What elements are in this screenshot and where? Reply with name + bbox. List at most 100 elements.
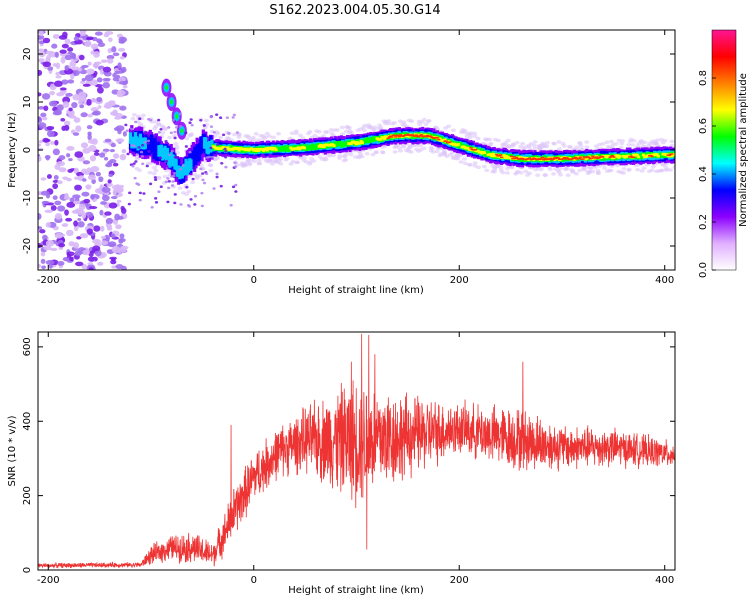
ridge-cell [396, 134, 400, 137]
halo-blob [364, 151, 370, 156]
scatter-blob [173, 201, 177, 205]
halo-blob [229, 156, 235, 161]
noise-blob [45, 155, 50, 161]
halo-blob [311, 159, 317, 163]
halo-blob [346, 126, 352, 130]
noise-blob [67, 168, 74, 173]
noise-blob [122, 131, 127, 137]
scatter-blob [134, 160, 138, 163]
spectrogram-x-tick-label: 400 [655, 275, 674, 286]
noise-blob [71, 101, 78, 109]
halo-blob [203, 118, 209, 123]
noise-blob [58, 167, 67, 173]
scatter-blob [209, 125, 214, 128]
spectrogram-x-axis: -200 0 200 400 [37, 30, 674, 286]
scatter-blob [225, 116, 229, 119]
noise-blob [74, 184, 82, 191]
snr-y-tick-label: 600 [22, 337, 33, 356]
ridge-cell [611, 155, 615, 157]
noise-blob [114, 213, 121, 221]
ridge-cell [413, 135, 417, 137]
noise-blob [77, 217, 82, 222]
ridge-cell [655, 153, 659, 156]
noise-blob [103, 104, 111, 109]
ridge-cell [165, 147, 170, 160]
halo-blob [544, 140, 550, 145]
halo-blob [462, 157, 468, 161]
noise-blob [116, 89, 126, 96]
noise-blob [102, 82, 111, 89]
noise-blob [43, 105, 49, 112]
spectrogram-y-tick-label: -20 [22, 238, 33, 254]
halo-blob [557, 173, 563, 177]
halo-blob [590, 169, 596, 174]
halo-blob [218, 135, 224, 140]
ridge-band [386, 133, 674, 161]
ridge-cell [174, 158, 178, 171]
halo-blob [567, 144, 573, 149]
scatter-blob [157, 118, 161, 122]
halo-blob [476, 165, 482, 170]
noise-blob [86, 98, 92, 106]
spectrogram-data [38, 30, 675, 270]
noise-blob [42, 61, 52, 68]
ridge-cell [601, 156, 605, 158]
halo-blob [324, 130, 330, 134]
scatter-blob [132, 162, 136, 165]
noise-blob [115, 138, 125, 143]
noise-blob [72, 93, 81, 101]
halo-blob [250, 138, 256, 142]
noise-blob [38, 155, 42, 163]
noise-blob [117, 62, 122, 70]
scatter-blob [138, 198, 142, 202]
noise-blob [38, 48, 44, 52]
spectrogram-y-label: Frequency (Hz) [7, 112, 18, 188]
scatter-blob [171, 180, 175, 183]
spectrogram-y-tick-label: 0 [22, 147, 33, 153]
noise-blob [90, 107, 99, 112]
halo-blob [505, 138, 511, 143]
noise-blob [38, 226, 43, 230]
noise-blob [70, 66, 80, 71]
halo-blob [177, 186, 183, 190]
scatter-blob [187, 205, 192, 208]
scatter-blob [137, 146, 141, 149]
noise-blob [99, 225, 105, 232]
scatter-blob [141, 162, 145, 166]
noise-blob [73, 220, 79, 227]
colorbar-tick-label: 0.4 [698, 166, 709, 182]
ridge-cell [386, 137, 390, 140]
halo-blob [294, 160, 300, 165]
scatter-blob [209, 115, 213, 119]
noise-blob [64, 209, 69, 216]
snr-y-tick-label: 200 [22, 486, 33, 505]
halo-blob [595, 171, 601, 175]
scatter-blob [169, 131, 173, 135]
halo-blob [188, 133, 194, 138]
halo-blob [532, 146, 538, 151]
noise-blob [80, 80, 85, 84]
noise-blob [114, 186, 122, 192]
scatter-blob [200, 191, 204, 195]
scatter-blob [212, 131, 216, 134]
noise-blob [55, 75, 62, 79]
scatter-blob [232, 113, 236, 117]
scatter-blob [150, 205, 154, 209]
scatter-blob [138, 117, 142, 120]
halo-blob [343, 157, 349, 162]
noise-blob [81, 191, 90, 197]
noise-blob [64, 192, 69, 199]
ridge-cell [332, 144, 336, 147]
scatter-blob [221, 133, 226, 137]
noise-blob [64, 65, 69, 71]
scatter-blob [167, 186, 171, 190]
scatter-blob [157, 139, 161, 142]
snr-x-label: Height of straight line (km) [288, 585, 424, 596]
noise-blob [62, 31, 68, 38]
scatter-blob [167, 126, 171, 129]
halo-blob [498, 165, 504, 170]
noise-blob [52, 111, 62, 116]
halo-blob [639, 169, 645, 173]
noise-blob [74, 176, 80, 180]
spectrogram-y-tick-label: 20 [22, 48, 33, 61]
